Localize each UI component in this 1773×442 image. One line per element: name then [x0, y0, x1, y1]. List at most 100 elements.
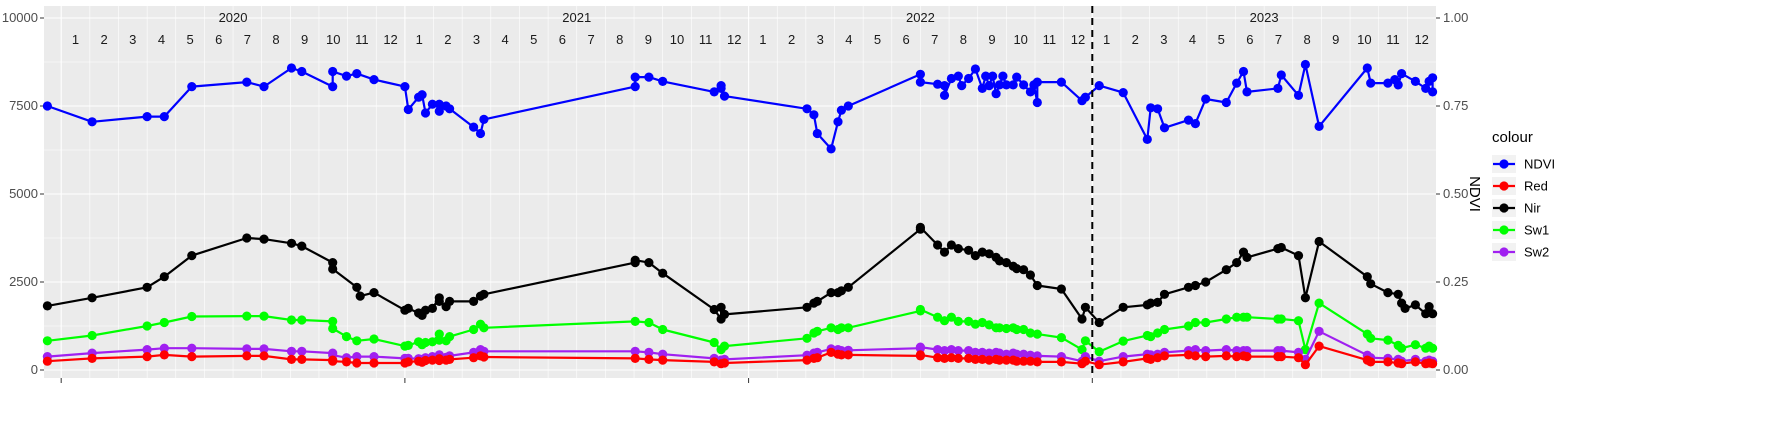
month-label: 12 [1071, 32, 1085, 47]
data-point [953, 353, 963, 363]
data-point [1001, 323, 1012, 334]
data-point [142, 321, 152, 331]
data-point [1393, 80, 1403, 90]
month-label: 3 [1160, 32, 1167, 47]
data-point [1056, 284, 1066, 294]
data-point [1159, 289, 1170, 299]
data-point [286, 63, 297, 73]
data-point [159, 350, 169, 360]
data-point [1094, 81, 1104, 91]
data-point [1190, 317, 1200, 328]
data-point [1397, 359, 1407, 369]
month-label: 11 [1386, 32, 1400, 47]
grid [44, 6, 1436, 378]
data-point [1080, 336, 1090, 346]
data-point [445, 296, 455, 306]
data-point [977, 83, 987, 93]
data-point [259, 311, 269, 321]
data-point [991, 89, 1001, 99]
data-point [434, 296, 444, 306]
data-point [1201, 317, 1211, 328]
month-label: 12 [383, 32, 397, 47]
data-point [994, 323, 1005, 333]
data-point [939, 353, 950, 363]
data-point [328, 316, 338, 326]
data-point [658, 76, 668, 86]
month-label: 2 [788, 32, 795, 47]
data-point [984, 355, 994, 365]
data-point [328, 323, 338, 334]
data-point [1293, 90, 1304, 100]
data-point [709, 87, 719, 97]
month-label: 3 [817, 32, 824, 47]
data-point [1300, 360, 1310, 370]
data-point [1080, 302, 1090, 312]
data-point [1032, 357, 1042, 367]
data-point [843, 282, 853, 292]
data-point [826, 347, 836, 357]
data-point [242, 311, 252, 321]
data-point [957, 81, 967, 91]
month-label: 8 [1303, 32, 1310, 47]
legend-key-point [1499, 203, 1509, 213]
right-axis-title: NDVI [1466, 176, 1483, 212]
data-point [977, 347, 987, 357]
data-point [42, 101, 53, 111]
data-point [369, 334, 379, 344]
data-point [369, 358, 379, 368]
data-point [719, 91, 730, 101]
data-point [1118, 88, 1128, 98]
data-point [479, 352, 489, 362]
data-point [812, 326, 822, 336]
data-point [434, 106, 444, 116]
plot-panel [44, 6, 1436, 378]
year-label: 2022 [906, 10, 935, 25]
data-point [630, 316, 640, 326]
data-point [286, 315, 297, 325]
month-label: 11 [699, 32, 713, 47]
legend-label: NDVI [1524, 157, 1555, 172]
data-point [87, 293, 97, 303]
data-point [1153, 328, 1163, 338]
data-point [836, 286, 847, 296]
month-label: 7 [244, 32, 251, 47]
data-point [187, 311, 197, 322]
data-point [1201, 277, 1211, 287]
data-point [1314, 236, 1324, 247]
data-point [242, 351, 252, 361]
data-point [826, 288, 836, 298]
data-point [933, 240, 943, 250]
legend-item: NDVI [1492, 155, 1555, 173]
data-point [915, 304, 926, 315]
data-point [1159, 351, 1170, 361]
legend-label: Red [1524, 179, 1548, 194]
data-point [1428, 359, 1438, 369]
legend-title: colour [1492, 129, 1533, 146]
data-point [1146, 354, 1156, 364]
data-point [1273, 83, 1283, 93]
data-point [1424, 302, 1434, 312]
data-point [1032, 77, 1042, 87]
data-point [369, 352, 379, 362]
data-point [242, 77, 252, 87]
data-point [994, 355, 1005, 365]
data-point [933, 345, 943, 355]
month-label: 2 [1132, 32, 1139, 47]
data-point [802, 302, 812, 312]
month-label: 4 [158, 32, 165, 47]
legend-key-point [1499, 181, 1509, 191]
data-point [826, 323, 836, 333]
data-point [142, 345, 152, 355]
data-point [1428, 73, 1438, 83]
series-sw1 [42, 298, 1438, 357]
month-label: 1 [759, 32, 766, 47]
data-point [1421, 309, 1431, 319]
data-point [1201, 94, 1211, 104]
data-point [187, 82, 197, 92]
data-point [434, 335, 444, 345]
data-point [1314, 326, 1324, 336]
legend-key-point [1499, 159, 1509, 169]
legend-item: Red [1492, 177, 1548, 195]
data-point [998, 71, 1008, 81]
